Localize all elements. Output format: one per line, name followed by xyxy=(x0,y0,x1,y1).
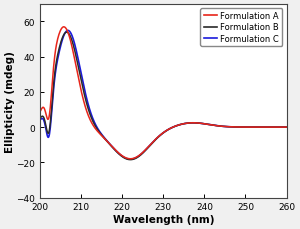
Formulation B xyxy=(285,126,288,129)
Formulation A xyxy=(38,111,42,114)
X-axis label: Wavelength (nm): Wavelength (nm) xyxy=(112,214,214,224)
Formulation A xyxy=(151,142,154,144)
Formulation A xyxy=(82,101,86,104)
Formulation A xyxy=(129,158,132,161)
Formulation B xyxy=(82,92,86,95)
Formulation C xyxy=(184,122,188,125)
Formulation B xyxy=(151,142,154,145)
Formulation A xyxy=(204,123,207,126)
Formulation B xyxy=(129,158,132,161)
Y-axis label: Ellipticity (mdeg): Ellipticity (mdeg) xyxy=(5,51,15,152)
Line: Formulation B: Formulation B xyxy=(40,33,286,160)
Line: Formulation C: Formulation C xyxy=(40,31,286,159)
Formulation C xyxy=(102,136,106,139)
Formulation C xyxy=(204,123,207,126)
Formulation C xyxy=(285,126,288,129)
Formulation A xyxy=(225,126,228,128)
Formulation C xyxy=(66,30,70,33)
Formulation B xyxy=(38,117,42,120)
Line: Formulation A: Formulation A xyxy=(40,28,286,159)
Formulation C xyxy=(151,142,154,144)
Formulation A xyxy=(62,26,66,29)
Formulation B xyxy=(102,137,106,139)
Formulation A xyxy=(102,137,106,140)
Formulation C xyxy=(225,126,228,128)
Formulation B xyxy=(204,123,207,126)
Formulation A xyxy=(285,126,288,129)
Formulation C xyxy=(129,158,132,161)
Formulation C xyxy=(38,119,42,122)
Formulation A xyxy=(184,122,188,125)
Formulation B xyxy=(184,122,188,125)
Formulation C xyxy=(82,86,86,89)
Formulation B xyxy=(225,126,228,128)
Legend: Formulation A, Formulation B, Formulation C: Formulation A, Formulation B, Formulatio… xyxy=(200,9,282,47)
Formulation B xyxy=(65,32,68,34)
